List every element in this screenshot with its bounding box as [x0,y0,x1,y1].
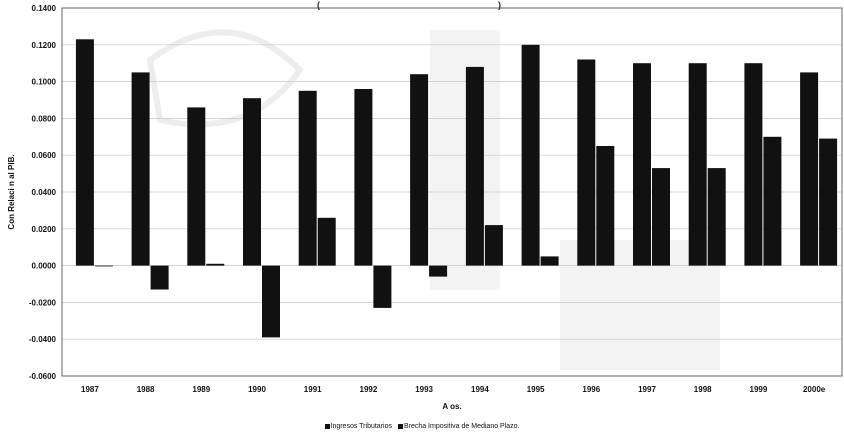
y-tick-label: -0.0400 [29,335,57,344]
bar-ingresos-tributarios [465,66,484,266]
bar-brecha-impositiva [819,138,838,266]
bar-brecha-impositiva [262,265,280,338]
bar-ingresos-tributarios [410,74,429,266]
legend-item-ingresos: Ingresos Tributarios [324,423,392,430]
bars [75,39,838,338]
bar-ingresos-tributarios [75,39,94,266]
y-tick-label: 0.0200 [32,225,57,234]
y-tick-label: 0.0800 [32,114,57,123]
x-tick-label: 1987 [81,385,99,394]
x-tick-label: 1995 [527,385,545,394]
title-fragment: ( [317,0,320,10]
x-tick-label: 2000e [803,385,826,394]
x-tick-label: 1999 [750,385,768,394]
bar-ingresos-tributarios [521,44,540,266]
y-tick-label: 0.0000 [32,262,57,271]
title-fragments: () [317,0,501,10]
y-tick-label: 0.1200 [32,41,57,50]
bar-ingresos-tributarios [800,72,819,266]
bar-brecha-impositiva [484,225,503,266]
bar-brecha-impositiva [150,265,169,290]
x-tick-label: 1991 [304,385,322,394]
bar-ingresos-tributarios [243,98,261,266]
legend-label-ingresos: Ingresos Tributarios [330,423,392,430]
bar-brecha-impositiva [206,263,225,266]
x-tick-label: 1989 [192,385,210,394]
x-tick-label: 1992 [360,385,378,394]
bar-ingresos-tributarios [354,89,373,266]
bar-ingresos-tributarios [633,63,651,266]
x-tick-label: 1993 [415,385,433,394]
x-tick-label: 1996 [582,385,600,394]
watermark-shape [146,29,304,128]
plot-frame [61,7,843,377]
y-tick-label: 0.1400 [32,4,57,13]
legend: Ingresos Tributarios Brecha Impositiva d… [0,423,844,431]
legend-swatch-ingresos [324,424,330,429]
plot-border [61,7,843,377]
x-axis-title: A os. [442,402,461,411]
x-tick-label: 1997 [638,385,656,394]
legend-swatch-brecha [397,424,403,429]
y-tick-label: 0.1000 [32,78,57,87]
y-axis-title: Con Relaci n al PIB. [7,154,16,229]
x-tick-label: 1988 [137,385,155,394]
bar-ingresos-tributarios [688,63,707,266]
bar-ingresos-tributarios [298,90,317,266]
y-tick-labels: 0.1400 0.1200 0.1000 0.0800 0.0600 0.0400 0.02… [29,4,57,381]
y-tick-label: 0.0600 [32,151,57,160]
x-tick-label: 1994 [471,385,489,394]
bar-brecha-impositiva [540,256,559,266]
bar-ingresos-tributarios [131,72,150,266]
bar-ingresos-tributarios [577,59,596,266]
bar-ingresos-tributarios [187,107,206,266]
y-tick-label: -0.0600 [29,372,57,381]
y-tick-label: -0.0200 [29,298,57,307]
bar-brecha-impositiva [373,265,392,308]
title-fragment: ) [498,0,501,10]
bar-brecha-impositiva [94,265,113,267]
bar-brecha-impositiva [317,217,336,266]
legend-label-brecha: Brecha Impositiva de Mediano Plazo. [403,423,520,430]
bar-brecha-impositiva [652,168,670,266]
bar-brecha-impositiva [596,146,615,266]
bar-ingresos-tributarios [744,63,763,266]
bar-brecha-impositiva [429,265,448,277]
bar-brecha-impositiva [763,136,782,266]
x-tick-label: 1998 [694,385,712,394]
y-tick-label: 0.0400 [32,188,57,197]
legend-item-brecha: Brecha Impositiva de Mediano Plazo. [397,423,520,430]
x-tick-labels: 1987 1988 1989 1990 1991 1992 1993 1994 1995 1996… [81,385,826,394]
bar-brecha-impositiva [707,168,726,266]
x-tick-label: 1990 [248,385,266,394]
